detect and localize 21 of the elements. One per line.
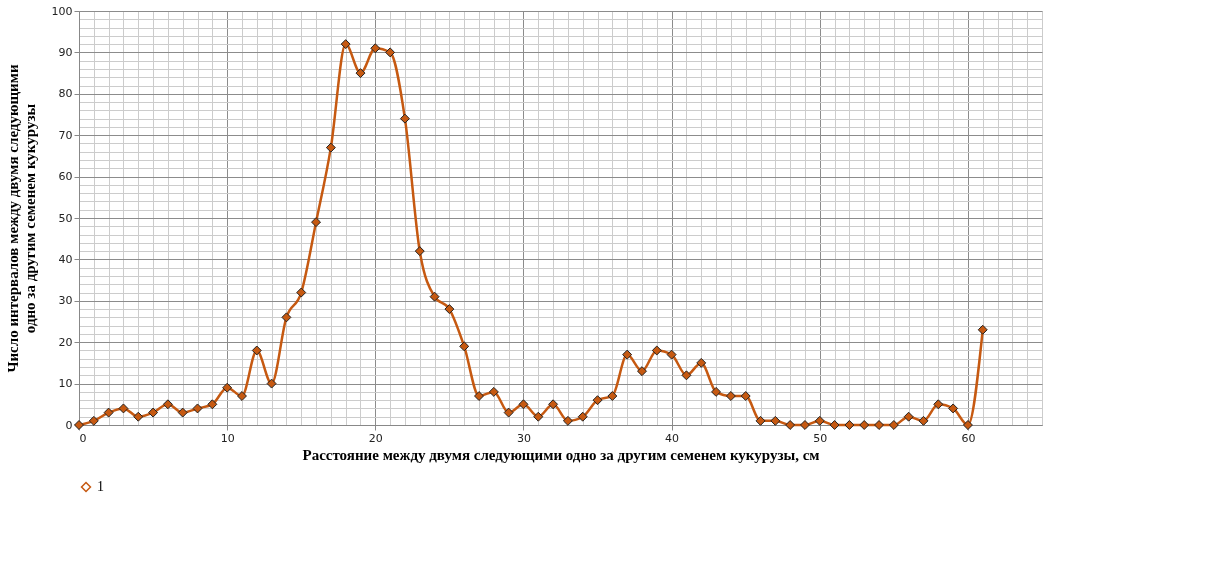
x-tick-label: 30 (516, 431, 531, 445)
x-tick-label: 0 (79, 431, 87, 445)
y-tick-label: 70 (58, 128, 73, 142)
y-tick-label: 60 (58, 170, 73, 184)
y-axis-title: Число интервалов между двумя следующими одно за другим семенем кукурузы (4, 64, 38, 373)
y-tick-label: 80 (58, 87, 73, 101)
legend-label: 1 (97, 479, 104, 494)
x-tick-label: 40 (665, 431, 680, 445)
y-tick-label: 20 (58, 335, 73, 349)
x-tick-label: 20 (368, 431, 383, 445)
y-tick-label: 90 (58, 45, 73, 59)
x-axis-title: Расстояние между двумя следующими одно за другим семенем кукурузы, см (302, 446, 820, 463)
y-tick-label: 30 (58, 294, 73, 308)
y-tick-label: 10 (58, 377, 73, 391)
x-tick-label: 50 (813, 431, 828, 445)
x-tick-label: 10 (220, 431, 235, 445)
y-tick-label: 40 (58, 252, 73, 266)
y-tick-label: 100 (51, 4, 73, 18)
y-tick-label: 50 (58, 211, 73, 225)
x-tick-label: 60 (961, 431, 976, 445)
y-tick-label: 0 (65, 418, 73, 432)
